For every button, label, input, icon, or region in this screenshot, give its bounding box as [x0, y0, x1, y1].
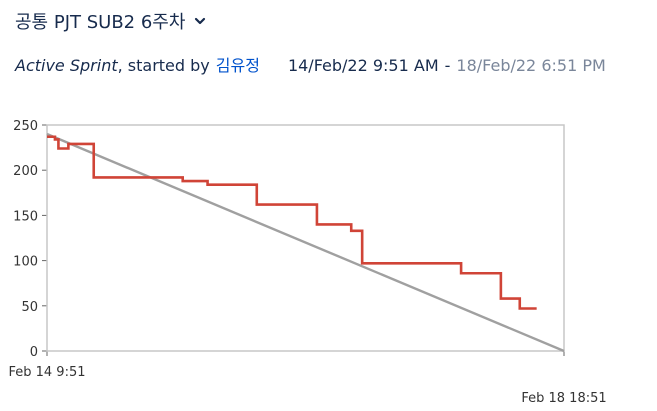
- y-tick-label: 250: [13, 119, 38, 134]
- y-tick-label: 100: [13, 255, 38, 270]
- series-layer: [46, 132, 565, 353]
- burndown-chart: 0 50 100 150 200 250 Feb 14 9:51 Feb 18 18:51: [8, 119, 607, 406]
- sprint-selector[interactable]: 공통 PJT SUB2 6주차: [15, 8, 207, 34]
- guideline-line: [46, 132, 565, 353]
- y-tick-label: 150: [13, 209, 38, 224]
- plot-frame: [46, 124, 565, 352]
- x-tick-label: Feb 14 9:51: [8, 365, 85, 380]
- sprint-name: 공통 PJT SUB2 6주차: [15, 12, 186, 33]
- started-by-text: , started by: [117, 56, 210, 75]
- sprint-status: Active Sprint: [15, 56, 118, 75]
- plot-border: [46, 124, 565, 352]
- x-tick-label: Feb 18 18:51: [521, 391, 606, 406]
- sprint-start-date: 14/Feb/22 9:51 AM: [287, 56, 439, 75]
- y-tick-label: 50: [21, 300, 38, 315]
- y-axis: 0 50 100 150 200 250: [13, 119, 47, 360]
- date-separator: -: [444, 56, 451, 75]
- chevron-down-icon: [195, 17, 206, 25]
- sprint-info: Active Sprint , started by 김유정 14/Feb/22…: [15, 52, 606, 76]
- remaining-work-line: [47, 135, 537, 310]
- sprint-starter-link[interactable]: 김유정: [215, 56, 260, 75]
- y-tick-label: 0: [30, 345, 38, 360]
- y-tick-label: 200: [13, 164, 38, 179]
- x-axis: Feb 14 9:51 Feb 18 18:51: [8, 351, 607, 406]
- sprint-end-date: 18/Feb/22 6:51 PM: [456, 56, 606, 75]
